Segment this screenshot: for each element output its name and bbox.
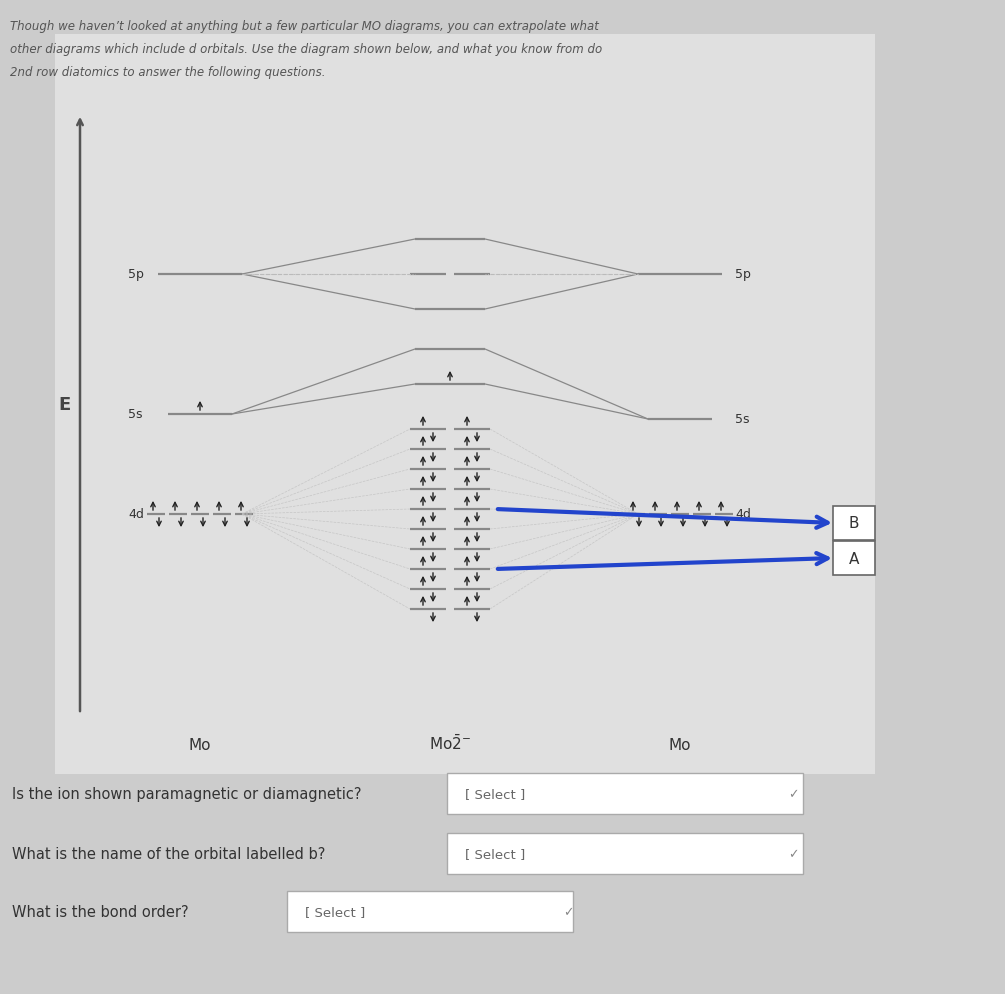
Text: [ Select ]: [ Select ] (305, 906, 365, 918)
Text: ✓: ✓ (563, 906, 574, 918)
Text: 5s: 5s (128, 409, 143, 421)
Text: What is the name of the orbital labelled b?: What is the name of the orbital labelled… (12, 847, 326, 862)
Text: ✓: ✓ (788, 848, 799, 861)
Text: What is the bond order?: What is the bond order? (12, 905, 189, 919)
Text: 5p: 5p (735, 268, 751, 281)
Text: Mo$\bar{2}^{-}$: Mo$\bar{2}^{-}$ (429, 734, 471, 752)
FancyBboxPatch shape (287, 891, 573, 932)
Text: Though we haven’t looked at anything but a few particular MO diagrams, you can e: Though we haven’t looked at anything but… (10, 20, 599, 33)
FancyBboxPatch shape (55, 35, 875, 774)
Text: A: A (849, 551, 859, 566)
Text: B: B (849, 516, 859, 531)
Text: 4d: 4d (128, 508, 144, 521)
Text: 2nd row diatomics to answer the following questions.: 2nd row diatomics to answer the followin… (10, 66, 326, 79)
Text: Is the ion shown paramagnetic or diamagnetic?: Is the ion shown paramagnetic or diamagn… (12, 786, 362, 802)
Text: [ Select ]: [ Select ] (465, 787, 526, 801)
FancyBboxPatch shape (447, 833, 803, 874)
Text: E: E (58, 396, 70, 414)
Text: 5p: 5p (128, 268, 144, 281)
Text: Mo: Mo (189, 738, 211, 752)
Text: Mo: Mo (668, 738, 691, 752)
Text: ✓: ✓ (788, 787, 799, 801)
Text: 4d: 4d (735, 508, 751, 521)
FancyBboxPatch shape (447, 773, 803, 814)
FancyBboxPatch shape (833, 542, 875, 576)
Text: 5s: 5s (735, 414, 750, 426)
Text: other diagrams which include d orbitals. Use the diagram shown below, and what y: other diagrams which include d orbitals.… (10, 43, 602, 56)
Text: [ Select ]: [ Select ] (465, 848, 526, 861)
FancyBboxPatch shape (833, 507, 875, 541)
